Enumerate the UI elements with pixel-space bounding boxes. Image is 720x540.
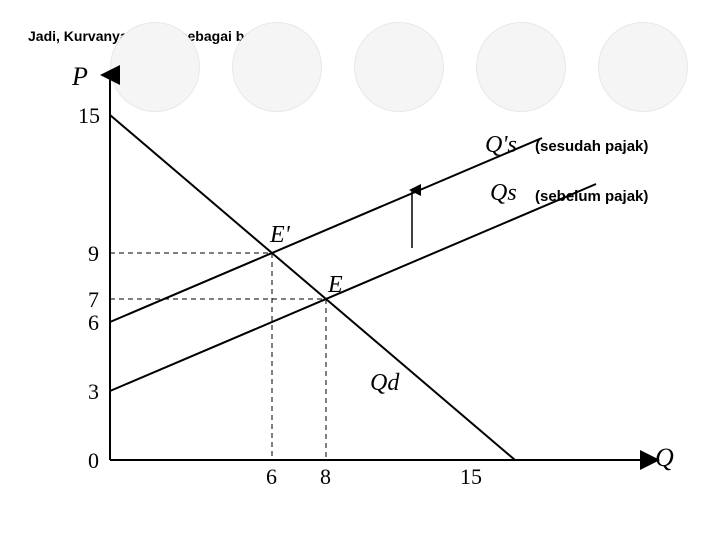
legend-before-tax: (sebelum pajak) — [535, 188, 648, 205]
equilibrium-e: E — [328, 272, 343, 299]
tick-0: 0 — [88, 448, 99, 474]
tick-x6: 6 — [266, 464, 277, 490]
tick-9: 9 — [88, 241, 99, 267]
economics-chart: P Q 0 3 6 7 9 15 6 8 15 Qd Qs Q's E E' (… — [60, 60, 680, 500]
supply-before-label: Qs — [490, 180, 517, 207]
tick-3: 3 — [88, 379, 99, 405]
demand-curve — [110, 115, 515, 460]
equilibrium-e-prime: E' — [270, 222, 290, 249]
legend-after-tax: (sesudah pajak) — [535, 138, 648, 155]
tick-x15: 15 — [460, 464, 482, 490]
x-axis-label: Q — [655, 443, 674, 473]
tick-x8: 8 — [320, 464, 331, 490]
supply-after-label: Q's — [485, 132, 517, 159]
tick-7: 7 — [88, 287, 99, 313]
tick-6: 6 — [88, 310, 99, 336]
tick-15: 15 — [78, 103, 100, 129]
chart-svg — [60, 60, 680, 500]
y-axis-label: P — [72, 62, 88, 92]
supply-before-curve — [110, 184, 596, 391]
supply-after-curve — [110, 138, 542, 322]
demand-label: Qd — [370, 370, 399, 397]
